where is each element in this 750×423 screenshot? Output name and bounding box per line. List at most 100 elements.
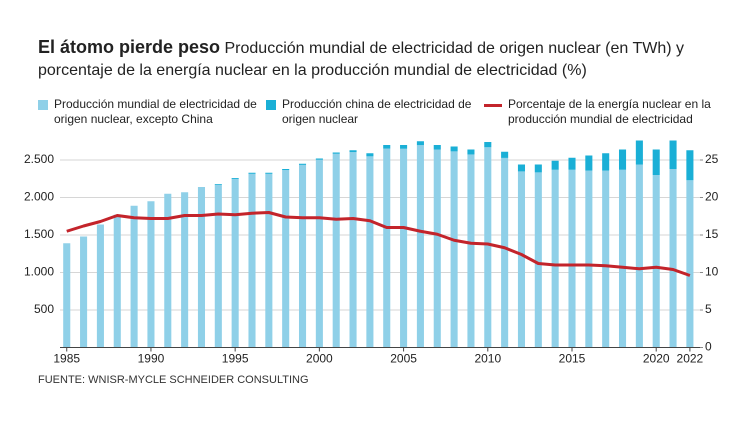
bar	[602, 153, 610, 171]
bar	[568, 157, 576, 170]
bar	[332, 153, 340, 348]
bar	[231, 178, 239, 348]
bar	[181, 192, 189, 348]
bar	[551, 160, 559, 170]
bar	[585, 170, 593, 348]
x-tick-label: 2015	[559, 352, 586, 366]
bar	[80, 236, 88, 348]
bar	[585, 155, 593, 171]
bar	[214, 184, 222, 185]
legend-label: Producción china de electricidad de orig…	[282, 97, 472, 126]
bar	[484, 147, 492, 348]
bar	[130, 205, 138, 348]
bar	[669, 169, 677, 348]
bar	[551, 169, 559, 348]
source: FUENTE: WNISR-MYCLE SCHNEIDER CONSULTING	[38, 374, 309, 386]
x-tick-label: 2022	[677, 352, 704, 366]
bar	[652, 175, 660, 348]
bar	[315, 158, 323, 160]
bar	[96, 224, 104, 348]
bar	[602, 170, 610, 348]
y-tick-label: 1.000	[24, 265, 54, 279]
bar	[416, 145, 424, 348]
y2-tick-label: 0	[705, 340, 712, 354]
bar	[467, 149, 475, 155]
bar	[618, 149, 627, 170]
bar	[113, 214, 121, 348]
legend-swatch	[484, 104, 502, 107]
bar	[450, 151, 458, 348]
x-tick-label: 2000	[306, 352, 333, 366]
bar	[282, 169, 290, 171]
bar	[517, 171, 526, 348]
bar	[501, 157, 509, 348]
x-tick-label: 2005	[390, 352, 417, 366]
legend-label: Porcentaje de la energía nuclear en la p…	[508, 97, 711, 126]
bar	[686, 180, 694, 348]
bar	[298, 163, 307, 165]
bar	[349, 152, 357, 348]
bar	[147, 201, 155, 348]
legend-item: Producción mundial de electricidad de or…	[38, 97, 260, 127]
bar	[618, 169, 627, 348]
bar	[164, 193, 172, 348]
bar	[568, 169, 576, 348]
x-tick-label: 2010	[474, 352, 501, 366]
y-tick-label: 500	[34, 302, 54, 316]
bar	[534, 164, 542, 173]
bar	[265, 172, 273, 174]
bar	[517, 164, 526, 172]
legend-item: Producción china de electricidad de orig…	[266, 97, 478, 127]
bar	[265, 173, 273, 348]
bar	[248, 172, 256, 174]
bar	[467, 154, 475, 348]
y-tick-label: 2.500	[24, 152, 54, 166]
bar	[383, 148, 391, 348]
bar	[349, 150, 357, 153]
bar	[63, 243, 71, 348]
y2-tick-label: 10	[705, 265, 719, 279]
legend-label: Producción mundial de electricidad de or…	[54, 97, 257, 126]
bar	[282, 170, 290, 348]
bar	[433, 149, 441, 348]
y-tick-label: 2.000	[24, 190, 54, 204]
x-tick-label: 2020	[643, 352, 670, 366]
legend-swatch	[38, 100, 48, 110]
bar	[635, 140, 643, 165]
bar	[315, 159, 323, 348]
bar	[501, 151, 509, 158]
bar	[400, 148, 408, 348]
subtitle: Producción mundial de electricidad de or…	[38, 40, 684, 79]
header: El átomo pierde peso Producción mundial …	[38, 36, 718, 82]
bar	[635, 164, 643, 348]
y2-tick-label: 25	[705, 152, 719, 166]
bar	[366, 153, 374, 157]
x-tick-label: 1995	[222, 352, 249, 366]
legend-item: Porcentaje de la energía nuclear en la p…	[484, 97, 714, 127]
bar	[197, 187, 206, 348]
y2-tick-label: 5	[705, 302, 712, 316]
legend-swatch	[266, 100, 276, 110]
x-tick-label: 1990	[138, 352, 165, 366]
bar	[686, 150, 694, 181]
bar	[416, 141, 424, 146]
bar	[383, 145, 391, 149]
chart-title: El átomo pierde peso	[38, 37, 221, 57]
bar	[298, 164, 307, 348]
bar	[433, 145, 441, 150]
y2-tick-label: 20	[705, 190, 719, 204]
bar	[400, 145, 408, 149]
bar	[669, 140, 677, 169]
bar	[366, 156, 374, 348]
bar	[484, 142, 492, 148]
y-tick-label: 1.500	[24, 227, 54, 241]
line	[66, 211, 691, 277]
x-tick-label: 1985	[53, 352, 80, 366]
bar	[248, 173, 256, 348]
bar	[332, 152, 340, 154]
y2-tick-label: 15	[705, 227, 719, 241]
bar	[450, 146, 458, 152]
bar	[534, 172, 542, 348]
